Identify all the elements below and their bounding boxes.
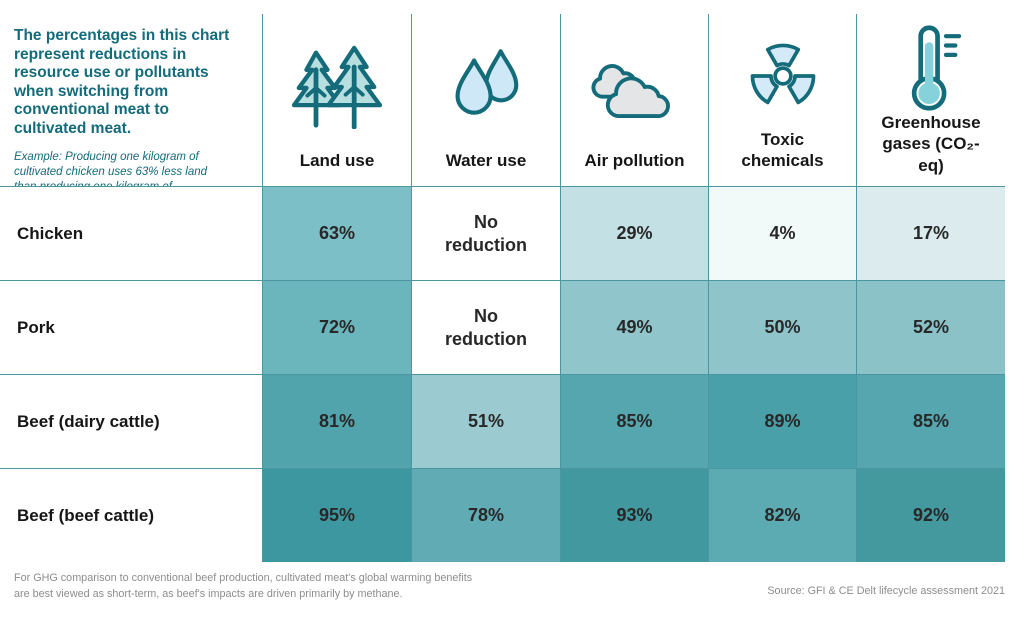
water-drops-icon — [455, 49, 519, 115]
cell-beef-beef-toxic-chemicals: 82% — [708, 468, 856, 562]
cell-chicken-air-pollution: 29% — [560, 186, 708, 280]
column-header-water-use: Water use — [411, 14, 560, 186]
radiation-icon — [750, 43, 815, 105]
intro-block: The percentages in this chart represent … — [0, 14, 262, 208]
column-header-air-pollution: Air pollution — [560, 14, 708, 186]
cell-pork-toxic-chemicals: 50% — [708, 280, 856, 374]
cell-beef-beef-greenhouse-gases: 92% — [856, 468, 1005, 562]
cell-value: 17% — [912, 223, 950, 244]
cell-value: 85% — [912, 411, 950, 432]
thermometer-icon — [911, 25, 962, 111]
column-header-land-use: Land use — [262, 14, 411, 186]
cell-pork-air-pollution: 49% — [560, 280, 708, 374]
cell-value: 50% — [764, 317, 801, 338]
icon-wrap — [263, 14, 411, 150]
cell-beef-dairy-greenhouse-gases: 85% — [856, 374, 1005, 468]
comparison-table: The percentages in this chart represent … — [0, 14, 1005, 562]
trees-icon — [291, 45, 383, 129]
cell-beef-beef-water-use: 78% — [411, 468, 560, 562]
chart-title: The percentages in this chart represent … — [14, 27, 230, 137]
cell-beef-dairy-water-use: 51% — [411, 374, 560, 468]
column-label: Land use — [299, 150, 375, 170]
cell-chicken-water-use: No reduction — [411, 186, 560, 280]
footnote: For GHG comparison to conventional beef … — [14, 572, 473, 601]
source-credit: Source: GFI & CE Delt lifecycle assessme… — [767, 585, 1005, 597]
cell-value: No reduction — [444, 306, 527, 349]
cell-beef-dairy-air-pollution: 85% — [560, 374, 708, 468]
row-label-chicken: Chicken — [0, 186, 262, 280]
cell-value: 4% — [769, 223, 796, 244]
column-label: Toxic chemicals — [741, 129, 824, 170]
cell-value: 81% — [318, 411, 356, 432]
cell-value: 85% — [616, 411, 653, 432]
cell-value: 78% — [467, 505, 505, 526]
icon-wrap — [561, 14, 708, 150]
row-label-pork: Pork — [0, 280, 262, 374]
cell-value: 63% — [318, 223, 356, 244]
cell-beef-dairy-land-use: 81% — [262, 374, 411, 468]
cell-value: 51% — [467, 411, 505, 432]
icon-wrap — [412, 14, 560, 150]
icon-wrap — [709, 14, 856, 129]
cell-value: 92% — [912, 505, 950, 526]
cell-value: 82% — [764, 505, 801, 526]
row-label-beef-beef: Beef (beef cattle) — [0, 468, 262, 562]
cell-chicken-land-use: 63% — [262, 186, 411, 280]
cell-value: 52% — [912, 317, 950, 338]
icon-wrap — [857, 14, 1005, 112]
cell-beef-beef-air-pollution: 93% — [560, 468, 708, 562]
clouds-icon — [590, 63, 670, 118]
column-label: Greenhouse gases (CO₂-eq) — [881, 113, 981, 175]
cell-chicken-greenhouse-gases: 17% — [856, 186, 1005, 280]
cell-chicken-toxic-chemicals: 4% — [708, 186, 856, 280]
cell-beef-beef-land-use: 95% — [262, 468, 411, 562]
footer: For GHG comparison to conventional beef … — [0, 562, 1024, 602]
cell-value: 72% — [318, 317, 356, 338]
cell-value: 49% — [616, 317, 653, 338]
column-header-toxic-chemicals: Toxic chemicals — [708, 14, 856, 186]
column-label: Water use — [445, 150, 527, 170]
cell-beef-dairy-toxic-chemicals: 89% — [708, 374, 856, 468]
column-header-greenhouse-gases: Greenhouse gases (CO₂-eq) — [856, 14, 1005, 186]
cell-value: No reduction — [444, 212, 527, 255]
cell-pork-water-use: No reduction — [411, 280, 560, 374]
row-label-beef-dairy: Beef (dairy cattle) — [0, 374, 262, 468]
column-label: Air pollution — [584, 150, 685, 170]
cell-value: 95% — [318, 505, 356, 526]
cell-value: 29% — [616, 223, 653, 244]
cell-pork-land-use: 72% — [262, 280, 411, 374]
cell-value: 93% — [616, 505, 653, 526]
cell-value: 89% — [764, 411, 801, 432]
cell-pork-greenhouse-gases: 52% — [856, 280, 1005, 374]
